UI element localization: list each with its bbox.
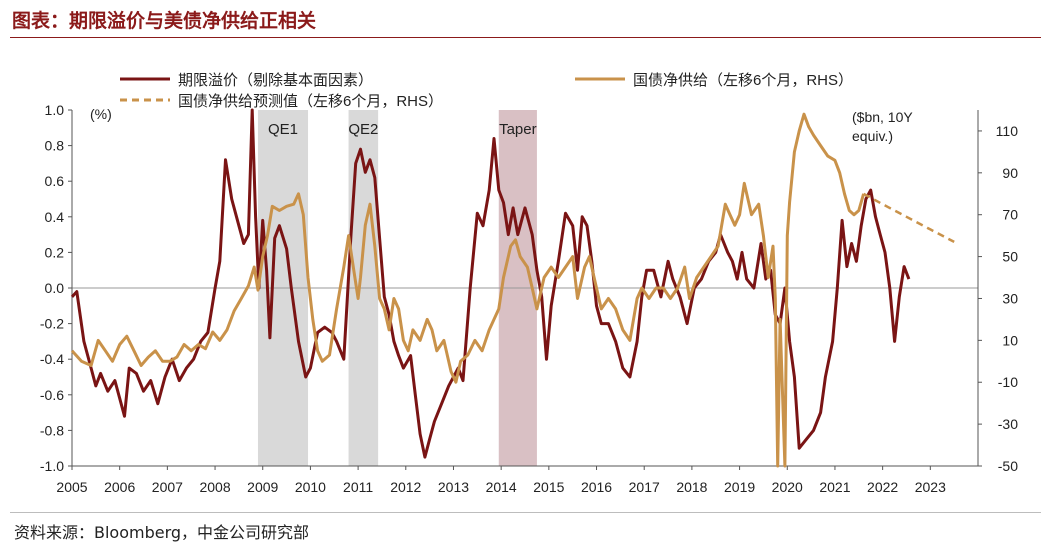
right-tick-label: 110 [996, 123, 1019, 139]
source-note: 资料来源：Bloomberg，中金公司研究部 [14, 523, 310, 542]
x-tick-label: 2008 [199, 479, 230, 495]
left-tick-label: -0.8 [40, 422, 64, 438]
x-tick-label: 2012 [390, 479, 421, 495]
legend-label-0: 期限溢价（剔除基本面因素） [178, 72, 373, 89]
left-tick-label: 0.4 [45, 209, 65, 225]
left-tick-label: -0.6 [40, 387, 64, 403]
right-tick-label: -10 [998, 374, 1018, 390]
title-rule [10, 37, 1041, 38]
legend-label-1: 国债净供给（左移6个月，RHS） [633, 72, 853, 89]
x-tick-label: 2006 [104, 479, 135, 495]
left-tick-label: 0.6 [45, 173, 65, 189]
left-tick-label: -0.2 [40, 316, 64, 332]
x-tick-label: 2016 [581, 479, 612, 495]
right-axis-unit-line1: ($bn, 10Y [852, 109, 913, 125]
x-tick-label: 2018 [676, 479, 707, 495]
left-tick-label: -0.4 [40, 351, 64, 367]
shaded-label-qe2: QE2 [348, 121, 378, 138]
left-tick-label: -1.0 [40, 458, 64, 474]
series-line-0 [70, 108, 911, 459]
x-tick-label: 2021 [819, 479, 850, 495]
right-tick-label: -50 [998, 458, 1018, 474]
left-tick-label: 0.0 [45, 280, 65, 296]
x-tick-label: 2019 [724, 479, 755, 495]
right-tick-label: 10 [1002, 332, 1018, 348]
x-tick-label: 2020 [772, 479, 803, 495]
left-tick-label: 1.0 [45, 102, 65, 118]
series-line-1 [70, 112, 866, 468]
right-axis-unit-line2: equiv.) [852, 128, 893, 144]
x-tick-label: 2011 [343, 479, 373, 495]
x-tick-label: 2010 [295, 479, 326, 495]
right-tick-label: 30 [1002, 290, 1018, 306]
x-tick-label: 2023 [915, 479, 946, 495]
left-tick-label: 0.2 [45, 244, 65, 260]
right-tick-label: 70 [1002, 207, 1018, 223]
shaded-label-taper: Taper [499, 121, 537, 138]
chart: QE1 QE2 Taper -1.0 -0.8 -0.6 -0.4 -0.2 0.0 0.2 0.4… [40, 72, 1019, 495]
x-tick-label: 2013 [438, 479, 469, 495]
x-tick-label: 2017 [629, 479, 660, 495]
x-tick-label: 2005 [56, 479, 87, 495]
x-tick-label: 2014 [486, 479, 517, 495]
legend-label-2: 国债净供给预测值（左移6个月，RHS） [178, 93, 443, 110]
right-tick-label: 50 [1002, 249, 1018, 265]
source-rule [10, 512, 1041, 513]
figure-title: 图表：期限溢价与美债净供给正相关 [12, 10, 317, 32]
left-tick-label: 0.8 [45, 138, 65, 154]
x-tick-label: 2009 [247, 479, 278, 495]
right-tick-label: 90 [1002, 165, 1018, 181]
shaded-label-qe1: QE1 [268, 121, 298, 138]
right-tick-label: -30 [998, 416, 1018, 432]
x-tick-label: 2022 [867, 479, 898, 495]
left-axis-unit: (%) [90, 106, 112, 122]
series-line-2 [862, 192, 955, 244]
x-tick-label: 2007 [152, 479, 183, 495]
x-tick-label: 2015 [533, 479, 564, 495]
